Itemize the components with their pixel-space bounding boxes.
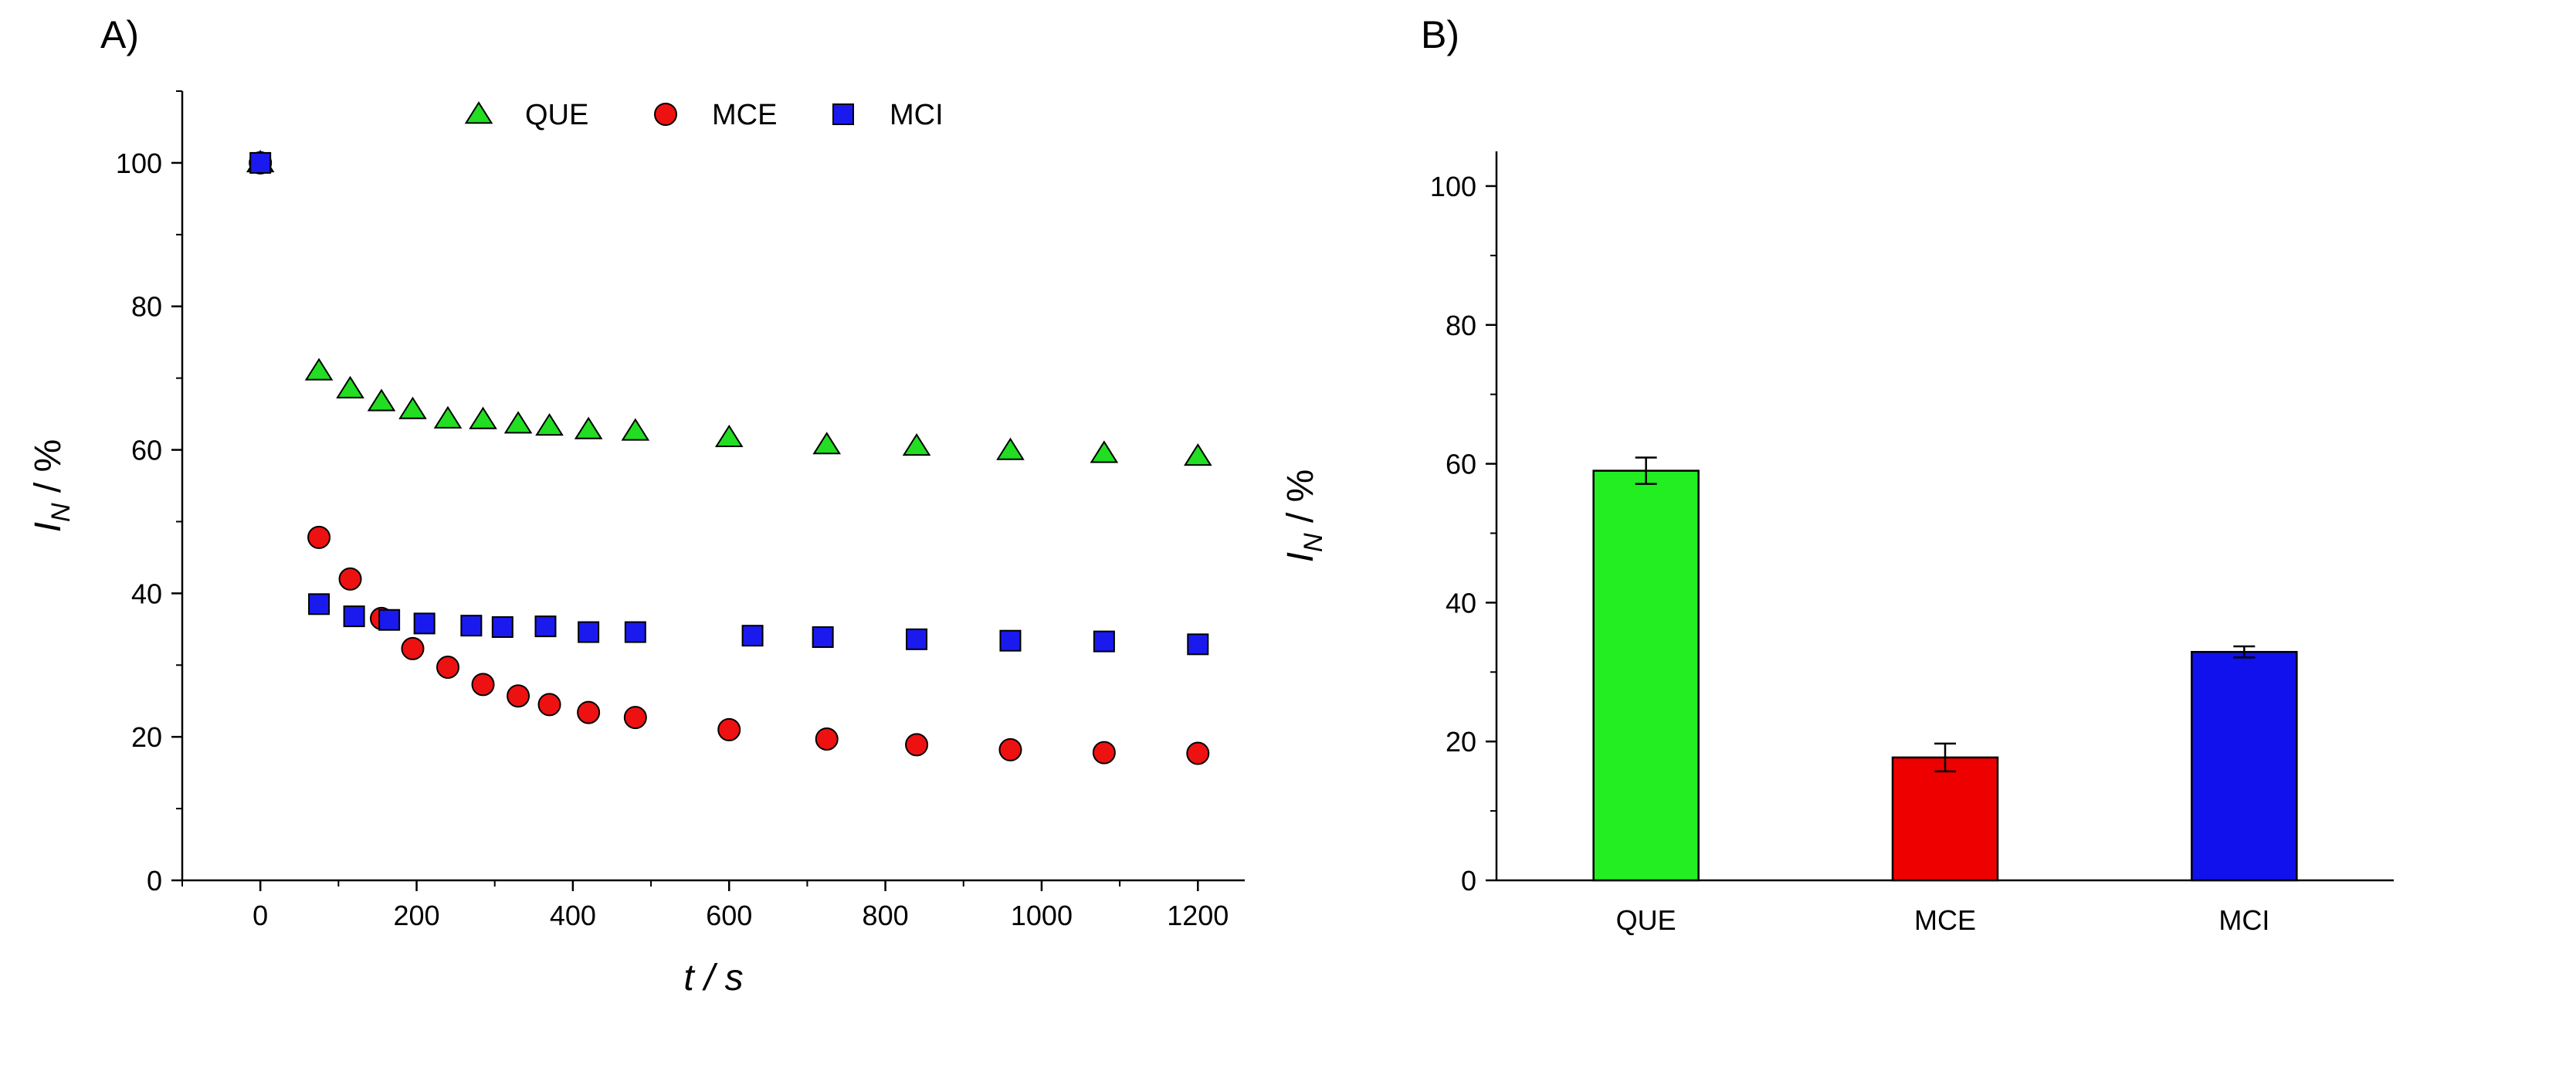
data-point-mci	[413, 612, 436, 635]
data-point-mci	[460, 615, 483, 637]
data-point-mci	[1187, 633, 1209, 656]
y-tick-label-b: 100	[1430, 171, 1476, 202]
data-point-que	[1183, 443, 1212, 466]
data-point-que	[714, 424, 744, 448]
panel-b-label: B)	[1421, 13, 1459, 56]
data-point-que	[469, 406, 497, 429]
legend-label-mci: MCI	[890, 99, 944, 131]
data-point-mce	[815, 727, 839, 751]
data-point-mci	[1093, 630, 1115, 653]
y-tick-label-a: 100	[116, 147, 162, 179]
y-axis-title-rest-b: / %	[1280, 470, 1321, 534]
data-point-mci	[624, 621, 646, 643]
data-point-mci	[491, 616, 514, 639]
legend-marker-mce	[654, 103, 677, 126]
data-point-mce	[998, 737, 1022, 761]
x-tick-label-b: QUE	[1616, 904, 1676, 936]
data-point-que	[535, 413, 564, 436]
x-tick-label-a: 400	[550, 900, 596, 931]
data-point-que	[902, 433, 931, 456]
data-point-que	[367, 388, 396, 412]
y-tick-label-b: 60	[1446, 449, 1476, 480]
data-point-mce	[905, 733, 929, 757]
data-point-mce	[471, 673, 495, 697]
data-point-mci	[308, 593, 330, 615]
y-tick-label-a: 80	[131, 291, 162, 323]
data-point-que	[574, 416, 603, 439]
data-point-mci	[249, 151, 272, 174]
data-point-que	[621, 418, 650, 441]
bar-chart-b: 0 20 40 60 80 100 IN / % QUE MCE MCI	[1280, 151, 2394, 936]
y-tick-label-b: 80	[1446, 310, 1476, 341]
y-tick-label-b: 0	[1461, 865, 1476, 897]
y-axis-title-sub-a: N	[46, 503, 76, 522]
x-tick-label-b: MCE	[1914, 904, 1976, 936]
y-axis-title-b: IN / %	[1280, 470, 1328, 563]
data-point-que	[433, 405, 463, 429]
data-point-mce	[537, 693, 561, 717]
data-point-mci	[999, 629, 1022, 652]
data-point-mce	[436, 656, 459, 680]
data-point-mce	[1092, 741, 1116, 765]
data-point-mci	[534, 615, 557, 638]
data-point-mci	[343, 605, 365, 628]
bar-mci	[2191, 650, 2298, 882]
x-tick-label-a: 1200	[1167, 900, 1229, 931]
x-tick-label-a: 800	[863, 900, 909, 931]
y-axis-title-rest-a: / %	[28, 439, 69, 503]
x-tick-label-a: 0	[253, 900, 268, 931]
data-point-mci	[378, 609, 401, 631]
data-point-mce	[717, 717, 741, 741]
y-tick-label-a: 0	[147, 865, 162, 897]
x-tick-label-a: 200	[393, 900, 439, 931]
data-point-que	[398, 396, 427, 419]
y-axis-title-main-b: I	[1280, 552, 1321, 562]
data-point-mce	[577, 700, 601, 724]
data-point-mce	[623, 706, 647, 730]
data-point-que	[304, 358, 334, 381]
bar-mce	[1891, 756, 1999, 882]
data-point-mci	[906, 628, 928, 650]
y-axis-title-main-a: I	[28, 522, 69, 532]
legend-marker-que	[464, 101, 493, 124]
legend-label-que: QUE	[525, 99, 588, 131]
y-tick-label-a: 60	[131, 435, 162, 466]
data-point-que	[812, 432, 842, 455]
data-point-mce	[401, 636, 425, 660]
data-point-que	[336, 375, 364, 398]
data-point-que	[503, 411, 533, 434]
data-point-que	[996, 437, 1025, 460]
y-tick-label-a: 40	[131, 578, 162, 609]
data-point-mci	[741, 625, 764, 647]
data-point-mci	[812, 626, 834, 649]
x-axis-title-a: t / s	[683, 958, 743, 998]
panel-a-label: A)	[100, 13, 139, 56]
legend-a: QUE MCE MCI	[464, 99, 944, 131]
series-mce	[249, 151, 1210, 765]
series-que	[246, 150, 1212, 466]
y-axis-title-sub-b: N	[1299, 533, 1328, 552]
y-tick-label-b: 40	[1446, 587, 1476, 619]
x-tick-label-b: MCI	[2218, 904, 2269, 936]
data-point-mce	[338, 567, 362, 591]
y-tick-label-a: 20	[131, 721, 162, 753]
y-tick-label-b: 20	[1446, 726, 1476, 758]
legend-marker-mci	[832, 103, 854, 125]
series-mci	[249, 151, 1209, 656]
data-point-mce	[1186, 741, 1210, 765]
x-tick-label-a: 1000	[1011, 900, 1073, 931]
data-point-mce	[307, 525, 331, 549]
legend-label-mce: MCE	[712, 99, 777, 131]
bar-que	[1592, 470, 1700, 882]
data-point-que	[1090, 440, 1119, 463]
data-point-mce	[507, 684, 530, 708]
x-tick-label-a: 600	[706, 900, 752, 931]
y-axis-title-a: IN / %	[28, 439, 76, 533]
data-point-mci	[578, 621, 600, 643]
